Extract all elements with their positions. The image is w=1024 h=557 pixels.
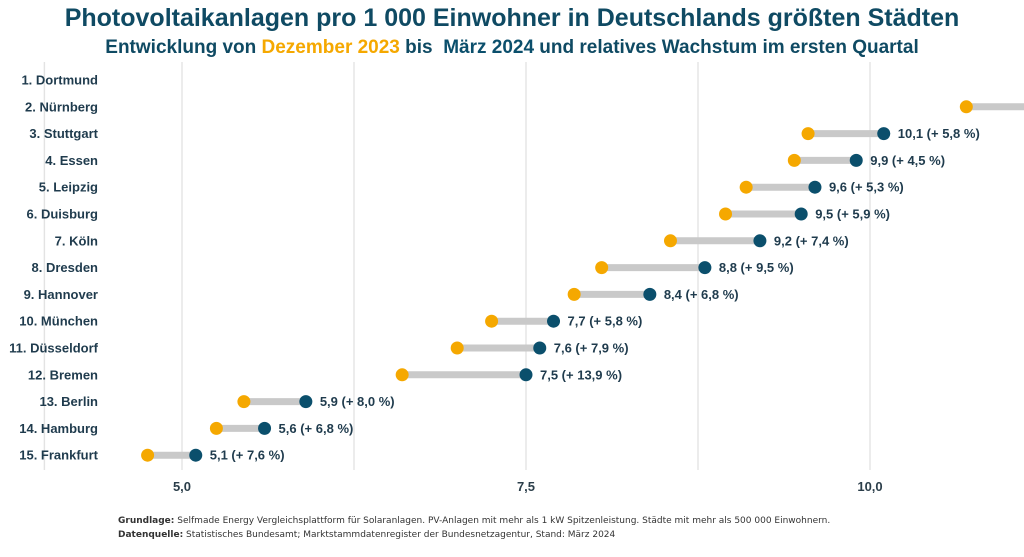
end-point <box>849 153 863 167</box>
end-point <box>533 341 547 355</box>
end-point <box>877 127 891 141</box>
start-point <box>485 314 499 328</box>
start-point <box>787 153 801 167</box>
x-tick-label: 7,5 <box>517 479 535 494</box>
start-point <box>209 421 223 435</box>
start-point <box>663 234 677 248</box>
end-point <box>299 395 313 409</box>
footer-basis-text: Selfmade Energy Vergleichsplattform für … <box>174 516 831 526</box>
category-label: 7. Köln <box>55 233 98 248</box>
start-point <box>395 368 409 382</box>
x-tick-label: 5,0 <box>173 479 191 494</box>
footer-source: Datenquelle: Statistisches Bundesamt; Ma… <box>118 530 615 540</box>
footer-source-label: Datenquelle: <box>118 530 184 540</box>
footer-basis: Grundlage: Selfmade Energy Vergleichspla… <box>118 516 830 526</box>
end-point <box>258 421 272 435</box>
start-point <box>141 448 155 462</box>
data-label: 7,7 (+ 5,8 %) <box>568 314 643 329</box>
start-point <box>567 287 581 301</box>
start-point <box>739 180 753 194</box>
category-label: 13. Berlin <box>39 394 98 409</box>
data-label: 9,6 (+ 5,3 %) <box>829 180 904 195</box>
end-point <box>698 261 712 275</box>
end-point <box>794 207 808 221</box>
data-label: 7,5 (+ 13,9 %) <box>540 367 622 382</box>
category-label: 1. Dortmund <box>21 73 98 88</box>
start-point <box>801 127 815 141</box>
category-label: 9. Hannover <box>24 287 98 302</box>
end-point <box>547 314 561 328</box>
data-label: 8,4 (+ 6,8 %) <box>664 287 739 302</box>
data-label: 7,6 (+ 7,9 %) <box>554 341 629 356</box>
data-label: 9,9 (+ 4,5 %) <box>870 153 945 168</box>
category-label: 6. Duisburg <box>26 207 98 222</box>
data-label: 9,2 (+ 7,4 %) <box>774 233 849 248</box>
subtitle-prefix: Entwicklung von <box>105 37 262 58</box>
chart-subtitle: Entwicklung von Dezember 2023 bis März 2… <box>0 37 1024 59</box>
data-label: 10,1 (+ 5,8 %) <box>898 126 980 141</box>
end-point <box>643 287 657 301</box>
category-label: 12. Bremen <box>28 367 98 382</box>
start-point <box>719 207 733 221</box>
start-point <box>237 395 251 409</box>
footer-source-text: Statistisches Bundesamt; Marktstammdaten… <box>183 530 616 540</box>
data-label: 5,9 (+ 8,0 %) <box>320 394 395 409</box>
data-label: 8,8 (+ 9,5 %) <box>719 260 794 275</box>
end-point <box>753 234 767 248</box>
data-label: 5,6 (+ 6,8 %) <box>279 421 354 436</box>
data-label: 9,5 (+ 5,9 %) <box>815 207 890 222</box>
category-label: 10. München <box>19 314 98 329</box>
x-tick-label: 10,0 <box>857 479 882 494</box>
category-label: 3. Stuttgart <box>29 126 98 141</box>
subtitle-suffix: und relatives Wachstum im ersten Quartal <box>534 37 919 58</box>
category-label: 5. Leipzig <box>39 180 98 195</box>
end-point <box>519 368 533 382</box>
start-point <box>959 100 973 114</box>
end-point <box>189 448 203 462</box>
start-point <box>595 261 609 275</box>
subtitle-end-label: März 2024 <box>443 37 535 58</box>
subtitle-middle: bis <box>399 37 444 58</box>
chart-title: Photovoltaikanlagen pro 1 000 Einwohner … <box>64 4 960 32</box>
data-label: 5,1 (+ 7,6 %) <box>210 448 285 463</box>
category-label: 4. Essen <box>45 153 98 168</box>
subtitle-start-label: Dezember 2023 <box>261 37 400 58</box>
category-label: 15. Frankfurt <box>19 448 98 463</box>
category-label: 2. Nürnberg <box>25 99 98 114</box>
footer-basis-label: Grundlage: <box>118 516 175 526</box>
category-label: 8. Dresden <box>32 260 99 275</box>
category-label: 14. Hamburg <box>19 421 98 436</box>
category-label: 11. Düsseldorf <box>9 341 99 356</box>
end-point <box>808 180 822 194</box>
start-point <box>450 341 464 355</box>
